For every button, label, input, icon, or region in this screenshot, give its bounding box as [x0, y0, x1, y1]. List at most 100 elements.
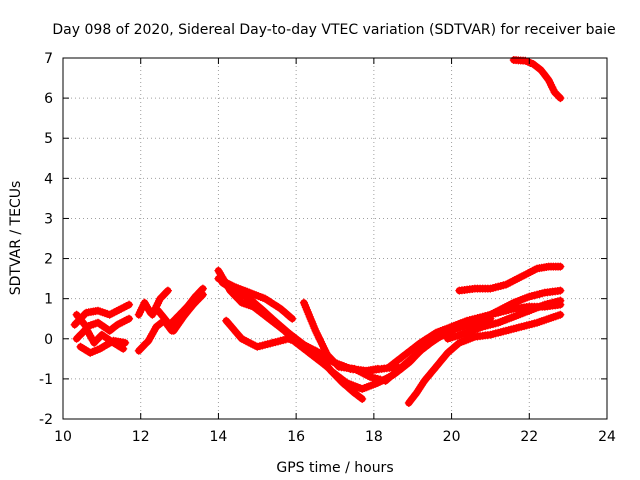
- series-layer: [70, 56, 565, 407]
- data-point-marker: [179, 312, 188, 321]
- data-point-marker: [427, 368, 436, 377]
- data-point-marker: [435, 358, 444, 367]
- data-point-marker: [408, 355, 417, 364]
- series-trace-c: [76, 336, 130, 357]
- data-point-marker: [416, 382, 425, 391]
- data-point-marker: [419, 378, 428, 387]
- series-trace-r: [455, 262, 565, 295]
- data-point-marker: [171, 324, 180, 333]
- data-point-marker: [333, 361, 342, 370]
- y-tick-label: 1: [44, 292, 53, 308]
- data-point-marker: [411, 351, 420, 360]
- data-point-marker: [324, 352, 333, 361]
- data-point-marker: [169, 326, 178, 335]
- data-point-marker: [543, 74, 552, 83]
- data-point-marker: [184, 306, 193, 315]
- data-point-marker: [433, 360, 442, 369]
- data-point-marker: [280, 325, 289, 334]
- y-tick-label: 5: [44, 131, 53, 147]
- data-point-marker: [323, 350, 332, 359]
- data-point-marker: [173, 320, 182, 329]
- y-tick-label: -1: [39, 372, 53, 388]
- x-axis-title: GPS time / hours: [276, 460, 393, 476]
- data-point-marker: [111, 322, 120, 331]
- data-point-marker: [317, 354, 326, 363]
- data-point-marker: [324, 362, 333, 371]
- data-point-marker: [278, 323, 287, 332]
- data-point-marker: [554, 92, 563, 101]
- data-point-marker: [535, 64, 543, 73]
- data-point-marker: [185, 304, 194, 313]
- data-point-marker: [78, 312, 87, 321]
- series-trace-s: [447, 286, 565, 333]
- data-point-marker: [329, 357, 338, 366]
- data-point-marker: [259, 306, 268, 315]
- series-trace-h: [167, 284, 207, 327]
- data-point-marker: [314, 350, 323, 359]
- x-tick-label: 14: [210, 429, 228, 445]
- data-point-marker: [198, 290, 207, 299]
- data-point-marker: [272, 318, 281, 327]
- data-point-marker: [255, 303, 264, 312]
- data-point-marker: [406, 357, 415, 366]
- data-point-marker: [550, 88, 559, 97]
- data-point-marker: [274, 320, 283, 329]
- data-point-marker: [449, 343, 458, 352]
- x-tick-label: 18: [365, 429, 383, 445]
- x-tick-label: 10: [54, 429, 72, 445]
- data-point-marker: [311, 346, 320, 355]
- data-point-marker: [556, 94, 565, 103]
- data-point-marker: [552, 90, 561, 99]
- data-point-marker: [407, 394, 416, 403]
- data-point-marker: [178, 314, 187, 323]
- data-point-marker: [416, 346, 425, 355]
- y-tick-label: -2: [39, 412, 53, 428]
- data-point-marker: [325, 364, 334, 373]
- y-tick-label: 4: [44, 171, 53, 187]
- data-point-marker: [411, 390, 420, 399]
- data-point-marker: [90, 338, 99, 347]
- y-tick-label: 7: [44, 51, 53, 67]
- data-point-marker: [445, 347, 454, 356]
- data-point-marker: [282, 309, 291, 318]
- data-point-marker: [141, 300, 150, 309]
- data-point-marker: [253, 301, 262, 310]
- data-point-marker: [280, 308, 289, 317]
- data-point-marker: [556, 296, 565, 305]
- data-point-marker: [144, 304, 153, 313]
- data-point-marker: [286, 313, 295, 322]
- data-point-marker: [121, 338, 130, 347]
- y-axis-title: SDTVAR / TECUs: [8, 181, 24, 296]
- data-point-marker: [142, 302, 151, 311]
- data-point-marker: [447, 345, 456, 354]
- y-tick-label: 3: [44, 211, 53, 227]
- data-point-marker: [157, 310, 166, 319]
- series-trace-l: [214, 274, 297, 323]
- series-trace-u: [509, 56, 565, 103]
- data-point-marker: [556, 286, 565, 295]
- x-tick-label: 16: [287, 429, 305, 445]
- plot-frame: [62, 57, 608, 420]
- data-point-marker: [276, 304, 285, 313]
- data-point-marker: [95, 332, 104, 341]
- data-point-marker: [404, 398, 413, 407]
- data-point-marker: [316, 352, 325, 361]
- data-point-marker: [331, 359, 340, 368]
- data-point-marker: [163, 286, 172, 295]
- data-point-marker: [257, 304, 266, 313]
- data-point-marker: [160, 316, 169, 325]
- data-point-marker: [175, 318, 184, 327]
- data-point-marker: [412, 388, 421, 397]
- data-point-marker: [356, 393, 365, 402]
- data-point-marker: [328, 355, 337, 364]
- data-point-marker: [432, 362, 441, 371]
- x-tick-label: 24: [598, 429, 616, 445]
- data-point-marker: [415, 348, 424, 357]
- y-tick-label: 6: [44, 91, 53, 107]
- x-tick-label: 12: [132, 429, 150, 445]
- data-point-marker: [451, 342, 460, 351]
- data-point-marker: [125, 314, 134, 323]
- data-point-marker: [415, 384, 424, 393]
- trace-line: [135, 317, 176, 355]
- data-point-marker: [182, 308, 191, 317]
